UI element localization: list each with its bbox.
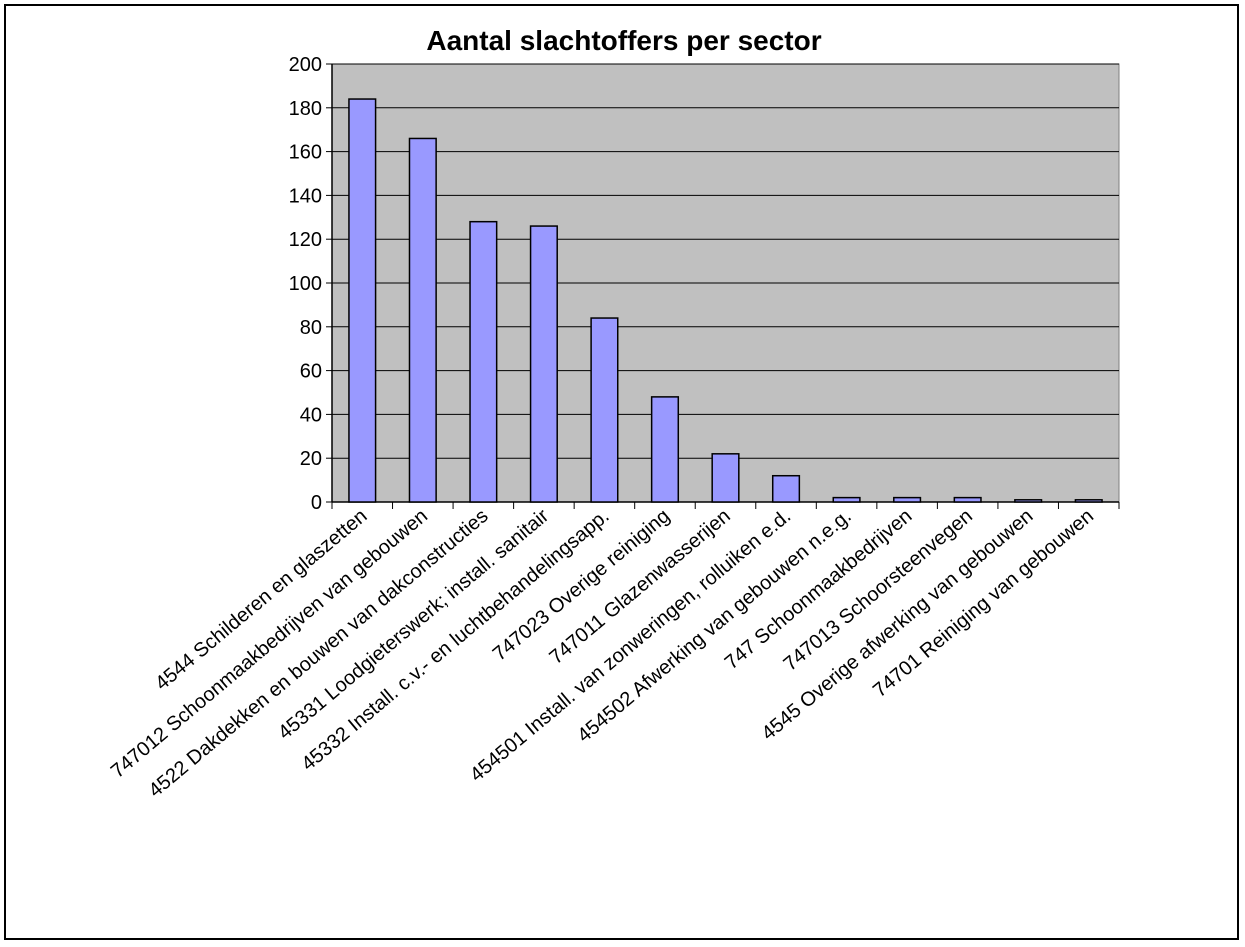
bar bbox=[529, 225, 558, 503]
bar bbox=[590, 317, 619, 503]
y-tick-label: 180 bbox=[289, 98, 322, 120]
bar bbox=[711, 453, 740, 503]
y-tick-label: 80 bbox=[300, 317, 322, 339]
y-axis: 0 20 40 60 80 100 120 140 160 180 200 bbox=[289, 54, 333, 514]
x-tick-label: 74701 Reiniging van gebouwen bbox=[869, 505, 1098, 702]
y-tick-label: 200 bbox=[289, 54, 322, 76]
bar-chart: Aantal slachtoffers per sector 0 20 40 60 80… bbox=[107, 25, 1120, 802]
bar bbox=[1074, 499, 1103, 503]
y-tick-label: 60 bbox=[300, 361, 322, 383]
x-axis bbox=[331, 501, 1120, 509]
bar bbox=[408, 137, 437, 503]
y-tick-label: 0 bbox=[311, 492, 322, 514]
y-tick-label: 100 bbox=[289, 273, 322, 295]
y-tick-label: 120 bbox=[289, 229, 322, 251]
chart-frame: Aantal slachtoffers per sector 0 20 40 60 80… bbox=[4, 4, 1239, 940]
bar bbox=[893, 496, 922, 503]
bar bbox=[1014, 499, 1043, 503]
bars bbox=[348, 98, 1103, 503]
bar bbox=[832, 496, 861, 503]
y-tick-label: 140 bbox=[289, 185, 322, 207]
bar bbox=[650, 396, 680, 503]
chart-title: Aantal slachtoffers per sector bbox=[426, 25, 821, 56]
gridlines bbox=[332, 63, 1119, 459]
bar bbox=[953, 496, 982, 503]
y-tick-label: 40 bbox=[300, 404, 322, 426]
bar bbox=[771, 474, 801, 503]
bar bbox=[348, 98, 377, 503]
y-tick-label: 20 bbox=[300, 448, 322, 470]
bar bbox=[469, 220, 498, 503]
y-tick-label: 160 bbox=[289, 142, 322, 164]
